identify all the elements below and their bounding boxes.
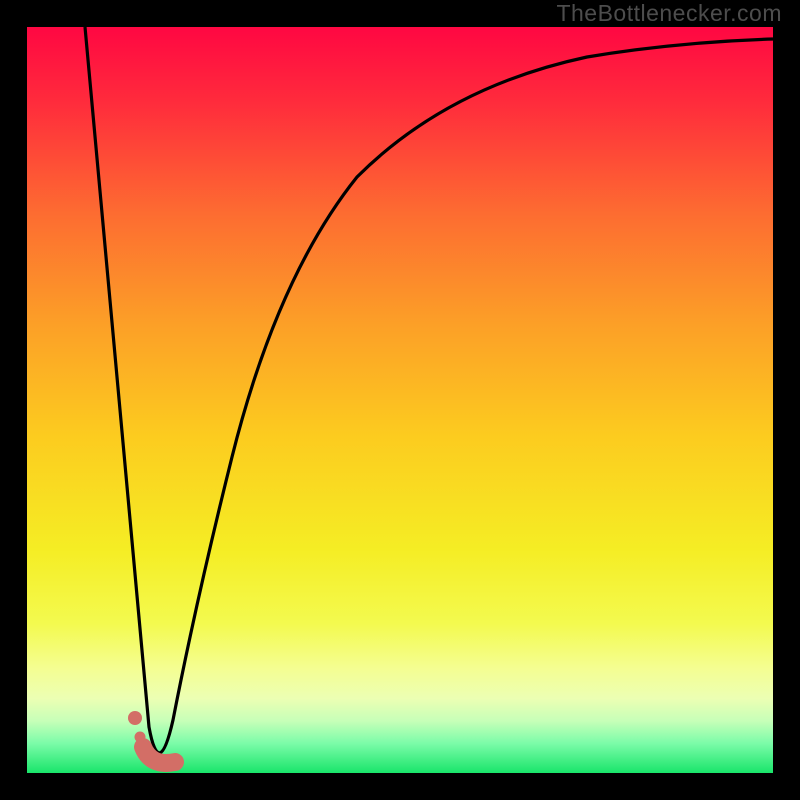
marker-dot-0 (128, 711, 142, 725)
chart-container: TheBottlenecker.com (0, 0, 800, 800)
marker-dot-1 (135, 732, 146, 743)
plot-frame (27, 27, 773, 773)
plot-svg (27, 27, 773, 773)
watermark-text: TheBottlenecker.com (556, 0, 782, 27)
